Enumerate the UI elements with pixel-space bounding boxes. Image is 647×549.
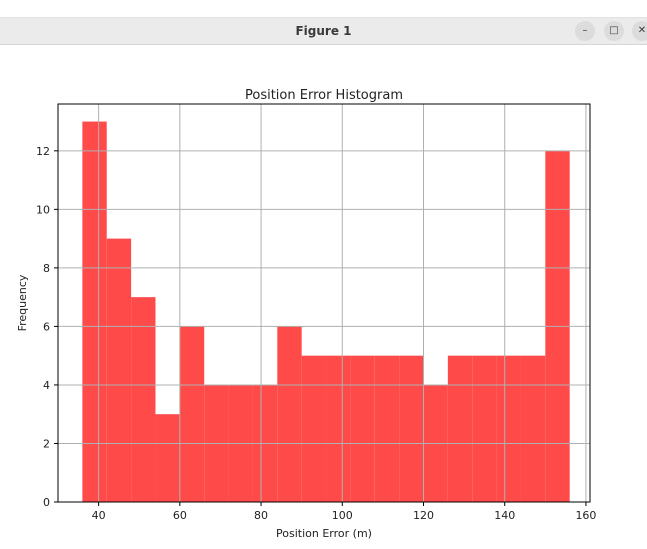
x-axis-label: Position Error (m)	[276, 527, 372, 540]
bars-layer	[82, 121, 570, 502]
ticks-layer: 40 60 80 100 120 140 160 0 2 4 6 8 10 12	[36, 145, 596, 522]
histogram-bar	[106, 238, 132, 502]
x-tick-label: 120	[413, 509, 434, 522]
close-icon[interactable]: ✕	[632, 21, 647, 41]
histogram-bar	[155, 414, 180, 502]
window-titlebar: Figure 1 – □ ✕	[0, 17, 647, 45]
plot-frame	[57, 103, 591, 503]
maximize-icon[interactable]: □	[604, 21, 624, 41]
y-tick-label: 2	[43, 437, 50, 450]
histogram-bar	[301, 355, 327, 502]
chart-title: Position Error Histogram	[245, 88, 403, 103]
y-axis-label: Frequency	[16, 274, 29, 331]
x-tick-label: 60	[173, 509, 187, 522]
histogram-bar	[277, 326, 302, 502]
y-tick-label: 10	[36, 203, 50, 216]
y-tick-label: 8	[43, 262, 50, 275]
histogram-bar	[399, 355, 424, 502]
histogram-bar	[374, 355, 400, 502]
histogram-bar	[82, 121, 107, 502]
x-tick-label: 140	[494, 509, 515, 522]
histogram-bar	[520, 355, 546, 502]
minimize-icon[interactable]: –	[575, 21, 595, 41]
histogram-bar	[496, 355, 521, 502]
y-tick-label: 6	[43, 320, 50, 333]
x-tick-label: 100	[332, 509, 353, 522]
y-tick-label: 4	[43, 379, 50, 392]
histogram-bar	[326, 355, 351, 502]
y-tick-label: 12	[36, 145, 50, 158]
histogram-bar	[447, 355, 473, 502]
x-tick-label: 80	[254, 509, 268, 522]
y-tick-label: 0	[43, 496, 50, 509]
histogram-bar	[350, 355, 375, 502]
histogram-bar	[179, 326, 205, 502]
histogram-bar	[472, 355, 497, 502]
x-tick-label: 160	[575, 509, 596, 522]
histogram-bar	[131, 297, 156, 502]
window-title: Figure 1	[295, 24, 352, 38]
x-tick-label: 40	[92, 509, 106, 522]
